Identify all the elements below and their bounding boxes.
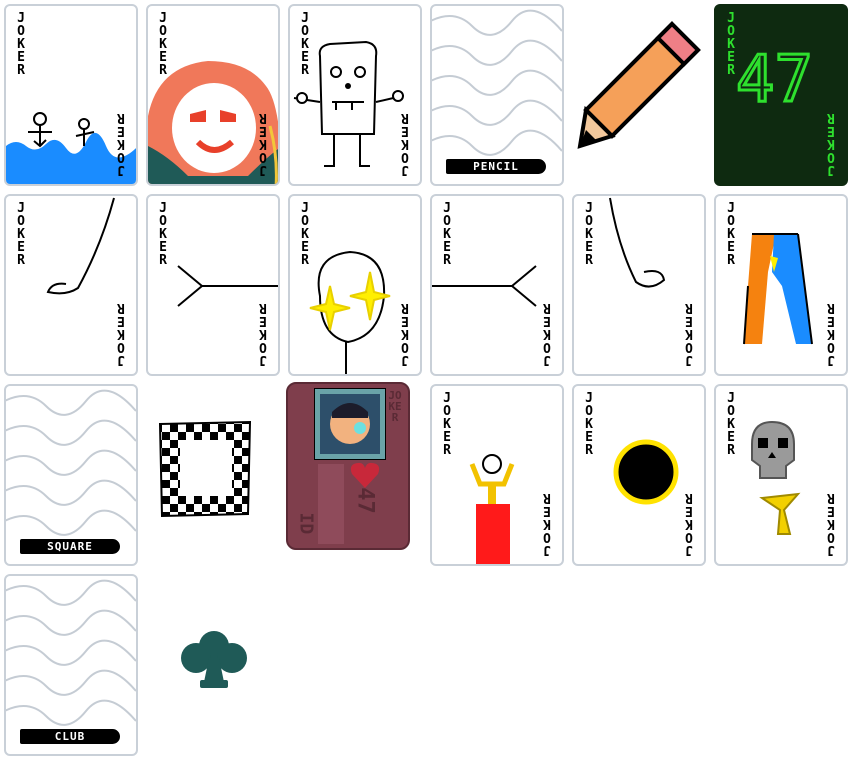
line-drawing <box>609 197 666 288</box>
portrait-icon <box>314 388 386 460</box>
card-corner-label-top: JOKER <box>585 391 593 458</box>
card-corner-label-top: JOKER <box>301 11 309 78</box>
card-corner-label-top: JOKER <box>301 201 309 268</box>
checkered-square-icon <box>158 420 252 518</box>
card-corner-label-bottom: JOKER <box>401 300 409 367</box>
pencil-card-back[interactable]: PENCIL <box>430 4 564 186</box>
club-icon <box>181 631 247 688</box>
card-corner-label-bottom: JOKER <box>543 490 551 557</box>
joker-card-sparkle-balloon[interactable]: JOKER JOKER <box>288 194 422 376</box>
wave-pattern <box>6 389 136 536</box>
club-label: CLUB <box>20 729 120 744</box>
card-corner-label-bottom: JOKER <box>827 490 835 557</box>
id-card-body: JOKER 47 ID <box>286 382 410 550</box>
card-corner-label-top: JOKER <box>585 201 593 268</box>
card-corner-label-bottom: JOKER <box>259 300 267 367</box>
joker-card-black-hole[interactable]: JOKER JOKER <box>572 384 706 566</box>
green-47-text: 47 <box>736 43 813 117</box>
card-corner-label-top: JOKER <box>727 11 735 78</box>
sponge-character-drawing <box>293 40 404 167</box>
pants-drawing <box>743 233 813 345</box>
joker-card-red-face[interactable]: JOKER JOKER <box>146 4 280 186</box>
card-corner-label-top: JOKER <box>727 201 735 268</box>
wave-pattern <box>6 579 136 726</box>
joker-card-skull[interactable]: JOKER JOKER <box>714 384 848 566</box>
pencil-item[interactable] <box>572 4 706 186</box>
card-corner-label-bottom: JOKER <box>543 300 551 367</box>
joker-card-line-down[interactable]: JOKER JOKER <box>4 194 138 376</box>
id-card-title: JOKER <box>388 389 402 424</box>
card-corner-label-top: JOKER <box>443 391 451 458</box>
red-face-drawing <box>148 61 278 184</box>
checkered-square-item[interactable] <box>146 384 280 566</box>
card-corner-label-top: JOKER <box>159 11 167 78</box>
card-corner-label-top: JOKER <box>17 201 25 268</box>
square-card-back[interactable]: SQUARE <box>4 384 138 566</box>
joker-card-47-green[interactable]: 47 JOKER JOKER <box>714 4 848 186</box>
id-card-footer: ID <box>295 512 317 535</box>
black-hole-drawing <box>613 439 679 505</box>
card-corner-label-top: JOKER <box>159 201 167 268</box>
card-corner-label-bottom: JOKER <box>259 110 267 177</box>
figure-red-drawing <box>469 454 515 564</box>
card-corner-label-bottom: JOKER <box>685 490 693 557</box>
club-suit-item[interactable] <box>146 574 280 756</box>
joker-card-sponge-character[interactable]: JOKER JOKER <box>288 4 422 186</box>
card-corner-label-bottom: JOKER <box>117 110 125 177</box>
joker-card-branch-right[interactable]: JOKER JOKER <box>146 194 280 376</box>
card-corner-label-top: JOKER <box>443 201 451 268</box>
sparkle-balloon-drawing <box>309 250 391 374</box>
joker-id-card[interactable]: JOKER 47 ID <box>286 382 410 550</box>
line-drawing <box>46 197 115 295</box>
joker-card-branch-left[interactable]: JOKER JOKER <box>430 194 564 376</box>
card-corner-label-top: JOKER <box>727 391 735 458</box>
joker-card-stick-figures-water[interactable]: JOKER JOKER <box>4 4 138 186</box>
card-corner-label-bottom: JOKER <box>117 300 125 367</box>
joker-card-line-curl[interactable]: JOKER JOKER <box>572 194 706 376</box>
wave-pattern <box>432 9 562 156</box>
skull-drawing <box>751 420 801 535</box>
green-scribble-drawing: 47 <box>735 42 815 119</box>
joker-card-pants[interactable]: JOKER JOKER <box>714 194 848 376</box>
card-corner-label-bottom: JOKER <box>685 300 693 367</box>
club-card-back[interactable]: CLUB <box>4 574 138 756</box>
pencil-icon <box>577 21 701 149</box>
card-corner-label-bottom: JOKER <box>827 300 835 367</box>
id-card-number: 47 <box>352 487 378 514</box>
branch-drawing <box>432 265 537 307</box>
id-card-stripe <box>318 464 344 544</box>
pencil-label: PENCIL <box>446 159 546 174</box>
heart-icon <box>350 462 380 488</box>
joker-card-figure-red[interactable]: JOKER JOKER <box>430 384 564 566</box>
branch-drawing <box>177 265 278 307</box>
card-corner-label-bottom: JOKER <box>827 110 835 177</box>
square-label: SQUARE <box>20 539 120 554</box>
card-corner-label-top: JOKER <box>17 11 25 78</box>
card-corner-label-bottom: JOKER <box>401 110 409 177</box>
stick-figures-water-drawing <box>6 112 136 184</box>
